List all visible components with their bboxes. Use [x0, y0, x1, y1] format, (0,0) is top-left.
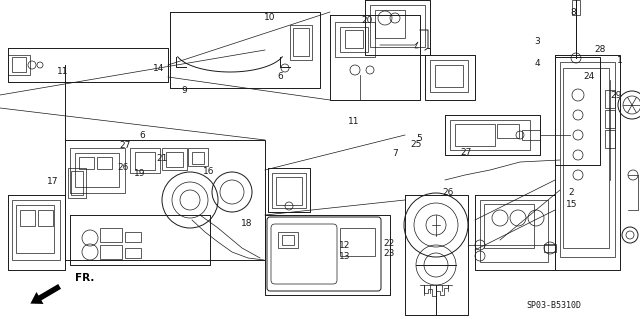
Text: 17: 17: [47, 177, 58, 186]
Text: 9: 9: [182, 86, 187, 95]
Text: 15: 15: [566, 200, 577, 209]
Bar: [97, 157, 112, 169]
Bar: [125, 232, 141, 242]
Bar: [125, 248, 141, 258]
Bar: [68, 168, 86, 198]
Bar: [188, 148, 208, 166]
Text: 29: 29: [610, 91, 621, 100]
Bar: [100, 228, 122, 242]
Text: 24: 24: [583, 72, 595, 81]
Bar: [450, 120, 530, 150]
Bar: [75, 153, 119, 187]
Text: 1: 1: [618, 56, 623, 65]
Bar: [560, 62, 615, 257]
Bar: [497, 124, 519, 138]
Bar: [605, 110, 615, 128]
Bar: [335, 22, 375, 57]
Bar: [276, 177, 302, 205]
Text: 19: 19: [134, 169, 145, 178]
Text: 6: 6: [140, 131, 145, 140]
Text: 28: 28: [595, 45, 606, 54]
Bar: [605, 130, 615, 148]
Bar: [480, 200, 548, 262]
Bar: [16, 205, 54, 253]
Bar: [12, 57, 26, 72]
Bar: [435, 65, 463, 87]
Bar: [12, 200, 60, 260]
Text: SP03-B5310D: SP03-B5310D: [527, 301, 582, 310]
Bar: [135, 152, 155, 170]
Text: 23: 23: [383, 249, 395, 258]
Bar: [544, 244, 556, 252]
Bar: [293, 28, 309, 56]
Text: 16: 16: [203, 167, 214, 176]
Text: 21: 21: [156, 154, 168, 163]
Text: 14: 14: [153, 64, 164, 73]
Bar: [484, 204, 534, 248]
Text: FR.: FR.: [75, 273, 94, 283]
Bar: [375, 10, 405, 38]
Text: 13: 13: [339, 252, 350, 261]
Text: 25: 25: [410, 140, 422, 149]
Bar: [79, 157, 94, 169]
Bar: [166, 152, 183, 167]
Bar: [192, 152, 204, 164]
Bar: [71, 171, 83, 195]
Bar: [455, 124, 495, 146]
Bar: [130, 148, 160, 173]
Text: 26: 26: [117, 163, 129, 172]
Bar: [563, 68, 609, 248]
Bar: [370, 5, 425, 47]
Bar: [605, 90, 615, 108]
Bar: [522, 130, 540, 140]
FancyArrowPatch shape: [30, 284, 61, 304]
Bar: [278, 232, 298, 248]
Bar: [162, 148, 187, 170]
Text: 27: 27: [460, 148, 472, 157]
Bar: [70, 148, 125, 193]
Text: 27: 27: [120, 141, 131, 150]
Text: 11: 11: [57, 67, 68, 76]
Text: 4: 4: [535, 59, 540, 68]
Text: 18: 18: [241, 219, 253, 228]
Bar: [282, 235, 294, 245]
Text: 8: 8: [570, 8, 575, 17]
Bar: [38, 210, 53, 226]
Text: 10: 10: [264, 13, 276, 22]
Bar: [572, 0, 580, 15]
Bar: [20, 210, 35, 226]
Text: 22: 22: [383, 239, 395, 248]
Bar: [272, 173, 306, 208]
Text: 20: 20: [361, 16, 372, 25]
Text: 5: 5: [417, 134, 422, 143]
Text: 3: 3: [535, 37, 540, 46]
Text: 11: 11: [348, 117, 360, 126]
Bar: [100, 245, 122, 259]
Text: 12: 12: [339, 241, 350, 250]
Text: 26: 26: [442, 188, 454, 197]
Bar: [340, 27, 368, 52]
Text: 2: 2: [569, 189, 574, 197]
Text: 6: 6: [278, 72, 283, 81]
Text: 7: 7: [393, 149, 398, 158]
Bar: [345, 30, 363, 48]
Bar: [290, 25, 312, 60]
Bar: [430, 60, 468, 92]
Bar: [340, 228, 375, 256]
